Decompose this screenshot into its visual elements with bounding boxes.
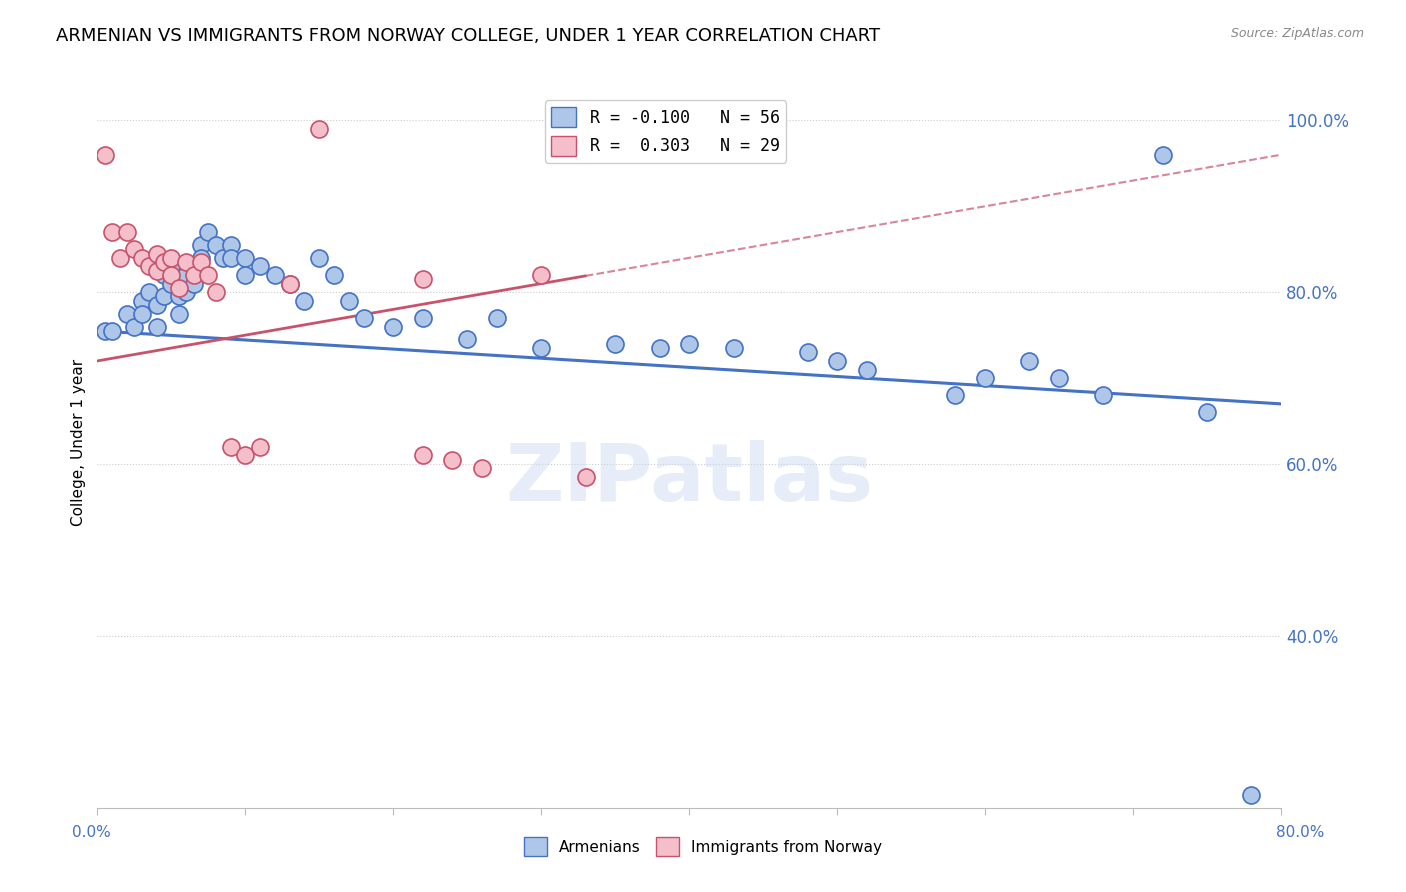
Point <box>219 440 242 454</box>
Point <box>145 246 167 260</box>
Point <box>308 122 330 136</box>
Point <box>183 277 205 291</box>
Point <box>233 449 256 463</box>
Point <box>233 251 256 265</box>
Point <box>264 268 287 282</box>
Point <box>204 285 226 300</box>
Point <box>160 260 183 274</box>
Point <box>530 341 553 355</box>
Point <box>174 285 197 300</box>
Point <box>183 260 205 274</box>
Point <box>101 324 124 338</box>
Point <box>174 255 197 269</box>
Point <box>131 251 153 265</box>
Text: ARMENIAN VS IMMIGRANTS FROM NORWAY COLLEGE, UNDER 1 YEAR CORRELATION CHART: ARMENIAN VS IMMIGRANTS FROM NORWAY COLLE… <box>56 27 880 45</box>
Point <box>1195 405 1218 419</box>
Point <box>190 255 212 269</box>
Point <box>131 307 153 321</box>
Text: ZIPatlas: ZIPatlas <box>505 440 873 518</box>
Point <box>323 268 346 282</box>
Point <box>278 277 301 291</box>
Point <box>153 255 176 269</box>
Point <box>382 319 405 334</box>
Point <box>204 238 226 252</box>
Point <box>145 298 167 312</box>
Point <box>167 289 190 303</box>
Point <box>219 238 242 252</box>
Point <box>174 268 197 282</box>
Point <box>441 452 464 467</box>
Point <box>412 449 434 463</box>
Point <box>471 461 494 475</box>
Point <box>160 268 183 282</box>
Point <box>197 225 219 239</box>
Point <box>167 307 190 321</box>
Point <box>825 354 848 368</box>
Point <box>796 345 818 359</box>
Point <box>974 371 997 385</box>
Point <box>138 260 160 274</box>
Point <box>353 310 375 325</box>
Point <box>108 251 131 265</box>
Point <box>124 319 146 334</box>
Point <box>308 251 330 265</box>
Y-axis label: College, Under 1 year: College, Under 1 year <box>72 359 86 526</box>
Legend: Armenians, Immigrants from Norway: Armenians, Immigrants from Norway <box>517 831 889 862</box>
Point <box>278 277 301 291</box>
Point <box>115 307 138 321</box>
Point <box>945 388 967 402</box>
Point <box>485 310 508 325</box>
Point <box>678 336 700 351</box>
Point <box>115 225 138 239</box>
Point <box>94 324 117 338</box>
Point <box>412 272 434 286</box>
Point <box>190 238 212 252</box>
Legend: R = -0.100   N = 56, R =  0.303   N = 29: R = -0.100 N = 56, R = 0.303 N = 29 <box>544 101 786 162</box>
Point <box>138 285 160 300</box>
Point <box>574 470 596 484</box>
Point <box>337 293 360 308</box>
Text: 0.0%: 0.0% <box>72 825 111 840</box>
Point <box>1092 388 1115 402</box>
Point <box>1047 371 1070 385</box>
Point <box>167 281 190 295</box>
Point <box>131 293 153 308</box>
Point <box>249 440 271 454</box>
Point <box>219 251 242 265</box>
Point <box>212 251 235 265</box>
Point <box>153 289 176 303</box>
Point <box>233 268 256 282</box>
Text: 80.0%: 80.0% <box>1277 825 1324 840</box>
Point <box>530 268 553 282</box>
Point <box>145 319 167 334</box>
Point <box>1152 147 1174 161</box>
Point <box>456 333 478 347</box>
Point <box>855 362 877 376</box>
Point <box>153 268 176 282</box>
Point <box>190 251 212 265</box>
Point <box>183 268 205 282</box>
Point <box>101 225 124 239</box>
Point <box>294 293 316 308</box>
Point <box>605 336 627 351</box>
Point <box>723 341 745 355</box>
Point <box>160 251 183 265</box>
Point <box>197 268 219 282</box>
Point <box>124 242 146 256</box>
Point <box>160 277 183 291</box>
Text: Source: ZipAtlas.com: Source: ZipAtlas.com <box>1230 27 1364 40</box>
Point <box>145 263 167 277</box>
Point <box>648 341 671 355</box>
Point <box>412 310 434 325</box>
Point <box>249 260 271 274</box>
Point <box>94 147 117 161</box>
Point <box>1240 788 1263 802</box>
Point <box>1018 354 1040 368</box>
